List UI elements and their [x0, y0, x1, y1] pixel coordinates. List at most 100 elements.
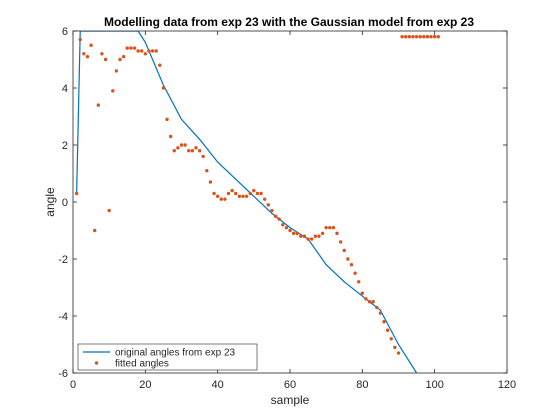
fitted-angle-point: [147, 49, 151, 53]
fitted-angle-point: [140, 49, 144, 53]
fitted-angle-point: [367, 300, 372, 304]
fitted-angle-point: [78, 37, 82, 42]
fitted-angle-point: [342, 248, 346, 253]
fitted-angle-point: [179, 143, 184, 147]
fitted-angle-point: [262, 197, 267, 201]
y-tick-label: 0: [62, 197, 68, 209]
fitted-angle-point: [328, 225, 332, 230]
fitted-angle-point: [172, 149, 176, 153]
fitted-angle-point: [266, 203, 270, 207]
fitted-angle-point: [197, 149, 202, 153]
fitted-angle-point: [396, 351, 401, 355]
fitted-angle-point: [219, 197, 223, 201]
legend-label-fitted: fitted angles: [115, 359, 169, 370]
fitted-angle-point: [284, 225, 289, 230]
fitted-angle-point: [226, 191, 231, 196]
fitted-angle-point: [237, 194, 242, 198]
fitted-angle-point: [74, 191, 79, 196]
fitted-angle-point: [143, 52, 148, 56]
fitted-angle-point: [125, 46, 129, 50]
fitted-angle-point: [161, 86, 166, 90]
fitted-angle-point: [288, 228, 292, 233]
fitted-angle-point: [335, 231, 339, 236]
tick-labels: 0 20 40 60 80 100 120 -6 -4 -2 0 2 4 6: [58, 26, 516, 391]
fitted-angle-point: [259, 191, 263, 196]
fitted-angle-point: [114, 69, 119, 73]
y-tick-label: -2: [58, 254, 68, 266]
x-tick-label: 60: [284, 379, 296, 391]
fitted-angle-point: [150, 49, 155, 53]
fitted-angle-point: [317, 234, 321, 238]
series-line-original-angles: [76, 31, 418, 373]
fitted-angle-point: [299, 234, 303, 238]
fitted-angle-point: [205, 168, 209, 173]
fitted-angle-point: [357, 280, 361, 284]
fitted-angle-point: [168, 134, 173, 139]
plot-frame: [72, 30, 508, 374]
fitted-angle-point: [382, 320, 386, 324]
fitted-angle-point: [418, 35, 422, 39]
x-tick-label: 120: [498, 379, 516, 391]
fitted-angle-point: [136, 49, 140, 53]
y-tick-label: 4: [62, 83, 68, 95]
fitted-angle-point: [389, 337, 393, 341]
fitted-angle-point: [103, 57, 108, 62]
fitted-angle-point: [183, 143, 187, 147]
fitted-angle-point: [346, 257, 350, 261]
fitted-angle-point: [364, 297, 368, 301]
fitted-angle-point: [190, 149, 195, 153]
legend-dot-swatch: [94, 361, 99, 365]
y-axis-label: angle: [43, 187, 57, 217]
fitted-angle-point: [429, 35, 433, 39]
fitted-angle-point: [107, 208, 111, 213]
fitted-angle-point: [353, 271, 357, 275]
fitted-angle-point: [273, 214, 278, 218]
legend-box: [77, 343, 258, 371]
fitted-angle-point: [121, 54, 126, 59]
fitted-angle-point: [393, 345, 397, 350]
fitted-angle-point: [360, 291, 365, 295]
x-tick-label: 40: [212, 379, 224, 391]
x-tick-label: 80: [356, 379, 368, 391]
y-tick-label: 2: [62, 140, 68, 152]
fitted-angle-point: [281, 223, 285, 227]
fitted-angle-point: [132, 46, 137, 50]
fitted-angle-point: [385, 328, 390, 332]
fitted-angle-point: [129, 46, 133, 50]
fitted-angle-point: [407, 35, 412, 39]
fitted-angle-point: [371, 300, 375, 304]
fitted-angle-point: [295, 231, 299, 236]
fitted-angle-point: [400, 35, 404, 39]
fitted-angle-point: [270, 208, 274, 213]
fitted-angle-point: [331, 225, 336, 230]
fitted-angle-point: [93, 228, 97, 233]
fitted-angle-point: [375, 305, 379, 310]
fitted-angle-point: [310, 237, 314, 241]
fitted-angle-point: [422, 35, 426, 39]
fitted-angle-point: [85, 54, 90, 59]
fitted-angle-point: [111, 89, 115, 93]
fitted-angle-point: [223, 197, 227, 201]
chart-title: Modelling data from exp 23 with the Gaus…: [104, 15, 474, 29]
fitted-angle-point: [100, 52, 104, 56]
plot-area: [73, 31, 507, 373]
fitted-angle-point: [208, 180, 213, 184]
y-tick-label: 6: [62, 26, 68, 38]
fitted-angle-point: [176, 146, 180, 150]
fitted-angle-point: [425, 35, 430, 39]
fitted-angle-point: [302, 234, 307, 238]
fitted-angle-point: [215, 194, 220, 198]
fitted-angle-point: [411, 35, 415, 39]
fitted-angle-point: [248, 191, 252, 196]
fitted-angle-point: [82, 52, 86, 56]
x-tick-label: 0: [70, 379, 76, 391]
fitted-angle-point: [277, 217, 281, 221]
fitted-angle-point: [320, 231, 325, 236]
fitted-angle-point: [324, 225, 328, 230]
fitted-angle-point: [255, 191, 260, 196]
y-tick-label: -6: [58, 368, 68, 380]
fitted-angle-point: [313, 234, 318, 238]
fitted-angle-point: [241, 194, 245, 198]
fitted-angle-point: [154, 49, 158, 53]
